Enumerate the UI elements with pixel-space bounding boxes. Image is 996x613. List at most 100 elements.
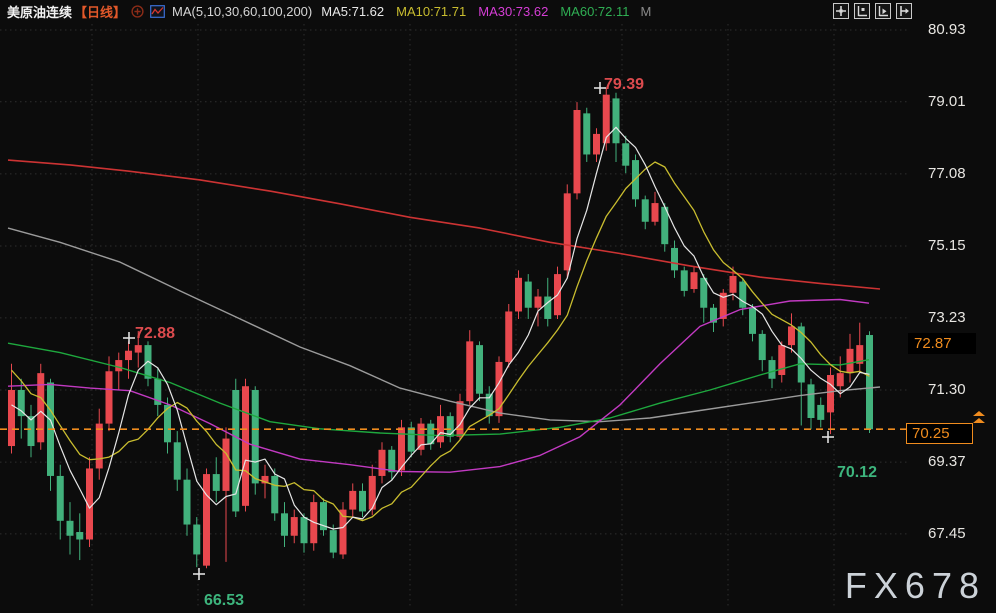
more-indicator-label: M [640,3,652,19]
candle [446,416,454,437]
price-annotation: 66.53 [204,592,244,609]
candle [846,348,854,374]
candle [690,272,698,290]
candle [37,373,45,443]
axis-scale-left-icon[interactable] [854,3,870,19]
candle [729,275,737,293]
candle [817,404,825,420]
candle [563,193,571,271]
candle [788,326,795,346]
candle [378,449,386,476]
y-axis-label: 77.08 [928,164,966,182]
ma10-line [11,161,870,522]
candle [427,423,435,445]
candle [651,203,659,222]
candle [573,109,581,194]
candle [476,345,483,394]
candle [368,475,376,510]
ma5-value: MA5:71.62 [321,3,385,19]
candle [602,94,610,144]
candle [739,281,747,308]
candle [866,335,873,430]
candle [680,270,688,291]
ma5-line [11,126,870,530]
candle [183,479,191,525]
candle [56,475,64,521]
ma10-value: MA10:71.71 [396,3,467,19]
y-axis-label: 75.15 [928,237,966,255]
candle [534,296,542,308]
crosshair-move-icon[interactable] [833,3,849,19]
ma30-value: MA30:73.62 [478,3,549,19]
candle [671,247,678,271]
price-annotation: 70.12 [837,464,877,481]
candle [125,350,132,361]
candle [222,438,230,491]
candle [622,143,630,166]
y-axis-label: 69.37 [928,453,966,471]
candle [749,307,756,334]
candle [27,416,35,447]
candle [485,393,493,417]
alert-arrows-icon[interactable] [972,411,986,429]
candle [300,517,308,544]
indicator-chart-icon[interactable] [150,4,165,18]
candle [768,360,776,379]
last-price-label: 72.87 [908,333,976,354]
candle [466,341,474,402]
candle [86,468,93,540]
candle [320,502,327,531]
candle [271,475,279,514]
y-axis-label: 73.23 [928,308,966,326]
candle [456,401,464,437]
candle [281,513,288,536]
symbol-title: 美原油连续 [7,4,73,20]
y-axis-label: 71.30 [928,380,966,398]
candle [232,389,240,512]
period-label[interactable]: 【日线】 [74,4,127,20]
candle [417,423,425,450]
candle [710,307,717,323]
candle [827,375,834,413]
candle [203,474,210,566]
price-annotation: 79.39 [604,76,644,93]
candle [524,281,532,308]
candle [290,517,298,536]
candle [593,133,600,155]
ma100-line [7,227,881,423]
candle [515,277,522,312]
header-bar: 美原油连续 【日线】 MA(5,10,30,60,100,200) MA5:71.… [0,0,996,22]
y-axis-label: 80.93 [928,21,966,38]
candle [76,532,84,540]
candle [95,423,103,469]
candle [388,449,396,473]
candle [797,326,805,383]
candle [261,475,269,484]
ma-settings-label[interactable]: MA(5,10,30,60,100,200) [172,3,313,19]
axis-scale-play-icon[interactable] [875,3,891,19]
candle [807,384,815,419]
candle [583,113,591,155]
candle [154,378,162,405]
candle [661,206,669,245]
y-axis-label: 67.45 [928,524,966,542]
pan-right-icon[interactable] [896,3,912,19]
y-axis-label: 79.01 [928,92,966,110]
candle [66,520,74,536]
ma60-value: MA60:72.11 [560,3,630,19]
candle [505,311,513,362]
watermark: FX678 [844,565,986,606]
ma30-line [7,298,870,473]
candle [339,509,347,555]
candle [495,361,503,417]
candle [641,199,649,222]
candle [836,373,844,387]
compare-icon[interactable] [131,4,144,18]
candle [398,427,405,471]
candle [212,474,220,491]
candle [856,345,864,364]
candle [700,277,708,308]
alert-price-label[interactable]: 70.25 [906,423,973,444]
